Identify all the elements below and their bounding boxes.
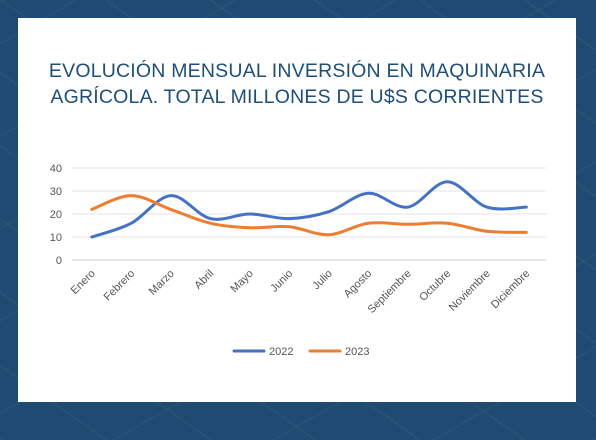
series-line-2023 [90,194,528,237]
legend-label-2023: 2023 [345,346,369,358]
x-tick-label: Noviembre [447,268,493,314]
y-tick-label: 20 [50,209,62,221]
x-tick-label: Abril [192,268,216,292]
legend: 2022 2023 [232,346,369,358]
x-tick-label: Octubre [417,268,453,304]
y-tick-label: 0 [56,255,62,267]
x-tick-label: Mayo [228,268,256,296]
x-axis: Enero Febrero Marzo Abril Mayo Junio Julio Agos… [69,268,533,316]
line-chart: 0 10 20 30 40 Enero Febrero Marzo Abril Mayo Juni… [50,163,546,358]
y-tick-label: 30 [50,186,62,198]
x-tick-label: Enero [69,268,98,297]
x-tick-label: Diciembre [489,268,532,311]
chart-title-line-2: AGRÍCOLA. TOTAL MILLONES DE U$S CORRIENT… [50,86,544,108]
y-axis: 0 10 20 30 40 [50,163,62,267]
chart-title-line-1: EVOLUCIÓN MENSUAL INVERSIÓN EN MAQUINARI… [48,60,546,82]
chart-title: EVOLUCIÓN MENSUAL INVERSIÓN EN MAQUINARI… [18,58,576,110]
x-tick-label: Febrero [102,268,138,304]
y-tick-label: 40 [50,163,62,175]
y-tick-label: 10 [50,232,62,244]
x-tick-label: Agosto [342,268,375,301]
series-lines [90,180,528,239]
chart-card: EVOLUCIÓN MENSUAL INVERSIÓN EN MAQUINARI… [18,18,576,402]
x-tick-label: Marzo [147,268,177,298]
x-tick-label: Julio [310,268,334,292]
x-tick-label: Junio [268,268,295,295]
series-line-2022 [90,180,528,239]
legend-label-2022: 2022 [269,346,293,358]
